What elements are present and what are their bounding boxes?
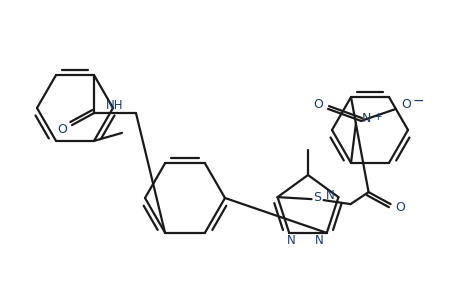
Text: O: O [401, 99, 411, 111]
Text: +: + [374, 112, 382, 122]
Text: N: N [326, 189, 335, 202]
Text: O: O [396, 201, 405, 214]
Text: −: − [412, 94, 424, 108]
Text: O: O [57, 123, 67, 135]
Text: N: N [287, 234, 296, 247]
Text: S: S [314, 191, 322, 204]
Text: O: O [313, 99, 323, 111]
Text: N: N [315, 234, 323, 247]
Text: N: N [361, 112, 371, 126]
Text: NH: NH [106, 99, 124, 112]
